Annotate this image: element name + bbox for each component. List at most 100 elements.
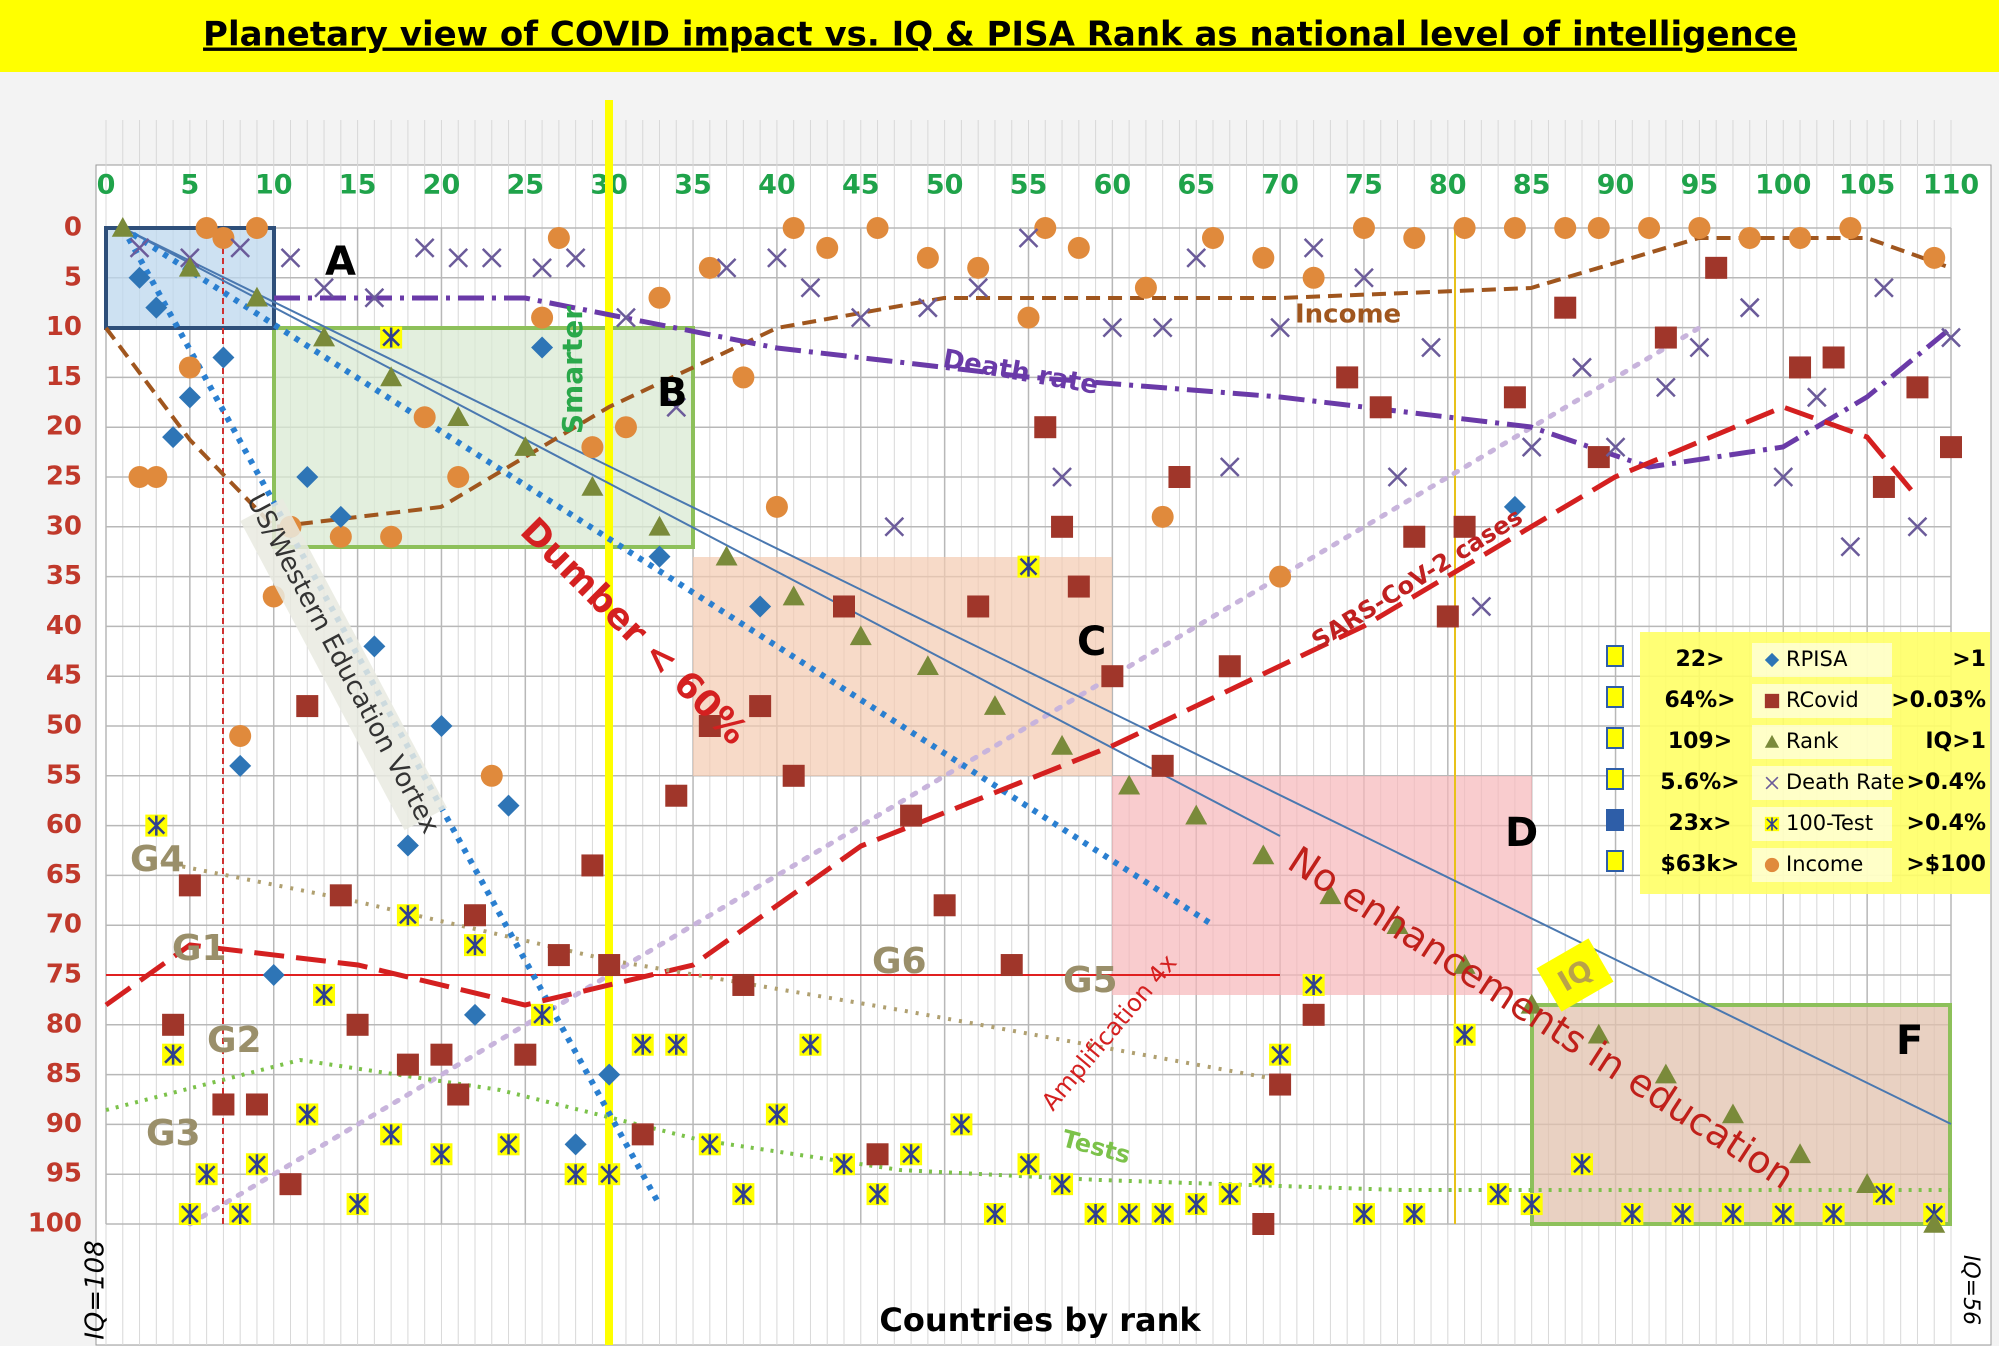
covid-point (933, 894, 956, 917)
x-stroke (850, 307, 871, 328)
death-point (1387, 467, 1408, 487)
x-stroke (1219, 457, 1240, 477)
y-tick-label: 80 (46, 1009, 82, 1039)
x-stroke (414, 238, 435, 258)
rank-point (313, 326, 336, 347)
star-stroke (1019, 1154, 1038, 1175)
legend-label: Income (1786, 852, 1863, 876)
legend-arrow (1606, 645, 1624, 667)
test-point (1051, 1173, 1074, 1196)
trend-line (122, 227, 1952, 1125)
x-stroke (1572, 357, 1592, 378)
income-point (178, 356, 201, 379)
star-stroke (1623, 1204, 1642, 1225)
test-point (665, 1033, 688, 1056)
income-point (1503, 217, 1526, 239)
test-point (1017, 555, 1040, 578)
death-point (481, 247, 502, 268)
x-stroke (1303, 238, 1324, 258)
legend-label: RCovid (1786, 688, 1859, 712)
pisa-point (648, 545, 671, 568)
pisa-point (749, 595, 772, 618)
x-stroke (230, 238, 251, 258)
legend-label: RPISA (1786, 647, 1848, 671)
rank-point (1319, 884, 1342, 905)
x-tick-label: 10 (255, 170, 293, 201)
zone-d (1112, 776, 1532, 995)
rank-point (1789, 1143, 1812, 1164)
income-point (1587, 217, 1610, 239)
test-point (950, 1113, 973, 1136)
legend-suffix: >0.4% (1907, 811, 1986, 836)
y-tick-label: 70 (46, 910, 82, 940)
covid-point (1101, 665, 1124, 688)
marks (111, 217, 1962, 1235)
death-point (1303, 238, 1324, 258)
test-point (162, 1043, 185, 1066)
pisa-point (464, 1003, 486, 1026)
y-tick-label: 45 (46, 661, 82, 691)
income-point (967, 256, 990, 279)
legend-arrow (1606, 686, 1624, 708)
income-point (1453, 217, 1476, 239)
death-point (314, 277, 334, 298)
covid-point (1764, 693, 1780, 709)
death-point (414, 238, 435, 258)
pisa-point (162, 426, 185, 449)
star-stroke (399, 905, 417, 926)
death-point (1186, 247, 1207, 268)
death-point (1689, 337, 1710, 358)
covid-point (1302, 1003, 1325, 1026)
annotation: D (1505, 810, 1538, 856)
star-stroke (835, 1154, 853, 1175)
income-trend (104, 236, 1952, 530)
star-stroke (164, 1044, 182, 1065)
death-point (666, 397, 687, 418)
test-point (195, 1163, 218, 1186)
covid-point (1051, 515, 1074, 538)
death-point (968, 277, 989, 298)
rank-point (1856, 1173, 1879, 1193)
death-point (1765, 776, 1779, 790)
legend-prefix: 109> (1668, 729, 1732, 754)
y-tick-label: 85 (46, 1059, 82, 1089)
test-point (1017, 1153, 1040, 1176)
star-stroke (382, 327, 401, 348)
income-point (547, 226, 570, 249)
star-stroke (1824, 1204, 1843, 1225)
covid-point (631, 1123, 654, 1146)
trend-line (122, 227, 1281, 837)
legend-label: Death Rate (1786, 770, 1904, 794)
x-stroke (1471, 596, 1492, 617)
star-stroke (1455, 1024, 1474, 1045)
star-stroke (1573, 1154, 1591, 1175)
annotation: B (657, 370, 688, 416)
star-stroke (231, 1204, 250, 1225)
covid-point (833, 595, 855, 618)
test-point (396, 904, 419, 927)
legend-prefix: 5.6%> (1660, 770, 1739, 795)
rank-point (380, 366, 403, 387)
covid-point (1252, 1213, 1275, 1235)
x-tick-label: 70 (1261, 170, 1299, 201)
test-point (430, 1143, 453, 1166)
x-tick-label: 0 (97, 170, 116, 201)
annotation: G3 (146, 1113, 201, 1154)
rank-point (581, 475, 604, 496)
test-point (1151, 1203, 1174, 1226)
rank-point (983, 695, 1006, 715)
x-tick-label: 65 (1177, 170, 1215, 201)
rank-point (447, 406, 470, 427)
test-point (178, 1203, 201, 1226)
x-tick-label: 35 (674, 170, 712, 201)
covid-point (1436, 605, 1459, 628)
x-stroke (448, 247, 469, 268)
income-point (648, 286, 671, 309)
death-point (1655, 377, 1676, 398)
legend-prefix: $63k> (1661, 852, 1740, 877)
annotation: G4 (130, 839, 185, 880)
pisa-point (564, 1133, 587, 1156)
test-point (380, 326, 403, 349)
annotation: G6 (872, 941, 927, 982)
test-point (1118, 1203, 1141, 1226)
